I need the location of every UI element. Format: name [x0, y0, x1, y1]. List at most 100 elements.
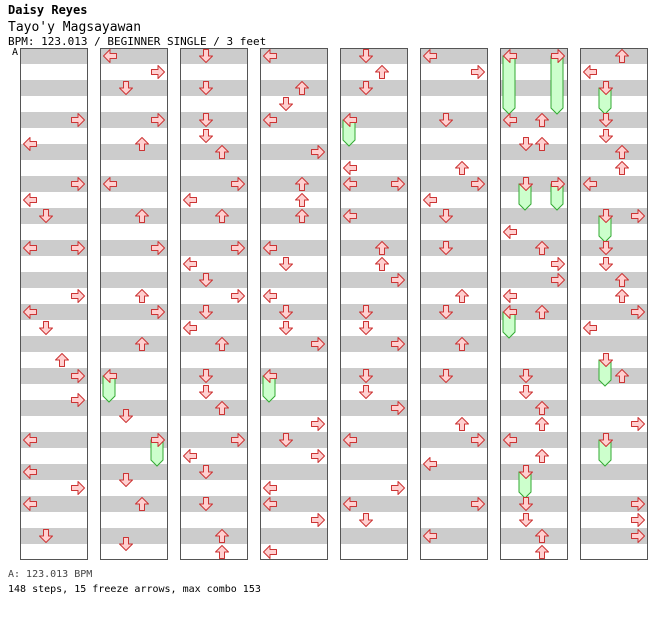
right-arrow-icon: [71, 393, 85, 407]
right-arrow-icon: [311, 337, 325, 351]
measure: [180, 432, 248, 496]
up-arrow-icon: [455, 337, 469, 351]
left-arrow-icon: [503, 225, 517, 239]
down-arrow-icon: [359, 49, 373, 63]
measure: [260, 176, 328, 240]
left-arrow-icon: [263, 289, 277, 303]
right-arrow-icon: [391, 481, 405, 495]
down-arrow-icon: [519, 369, 533, 383]
right-arrow-icon: [311, 513, 325, 527]
left-arrow-icon: [103, 177, 117, 191]
right-arrow-icon: [231, 433, 245, 447]
up-arrow-icon: [295, 81, 309, 95]
down-arrow-icon: [519, 497, 533, 511]
chart-column-border: [260, 48, 328, 560]
down-arrow-icon: [599, 257, 613, 271]
left-arrow-icon: [423, 529, 437, 543]
down-arrow-icon: [39, 321, 53, 335]
down-arrow-icon: [519, 465, 533, 479]
up-arrow-icon: [135, 137, 149, 151]
up-arrow-icon: [615, 289, 629, 303]
up-arrow-icon: [535, 113, 549, 127]
left-arrow-icon: [343, 433, 357, 447]
right-arrow-icon: [551, 257, 565, 271]
left-arrow-icon: [103, 369, 117, 383]
right-arrow-icon: [551, 49, 565, 63]
measure: [420, 112, 488, 176]
down-arrow-icon: [519, 513, 533, 527]
up-arrow-icon: [455, 161, 469, 175]
down-arrow-icon: [599, 129, 613, 143]
left-arrow-icon: [423, 193, 437, 207]
down-arrow-icon: [439, 305, 453, 319]
down-arrow-icon: [439, 113, 453, 127]
right-arrow-icon: [71, 241, 85, 255]
measure: [500, 240, 568, 304]
chart-column-border: [100, 48, 168, 560]
down-arrow-icon: [439, 241, 453, 255]
right-arrow-icon: [151, 305, 165, 319]
down-arrow-icon: [279, 97, 293, 111]
down-arrow-icon: [119, 81, 133, 95]
down-arrow-icon: [599, 209, 613, 223]
right-arrow-icon: [631, 305, 645, 319]
down-arrow-icon: [279, 433, 293, 447]
measure: [420, 176, 488, 240]
down-arrow-icon: [279, 257, 293, 271]
left-arrow-icon: [183, 321, 197, 335]
left-arrow-icon: [423, 49, 437, 63]
up-arrow-icon: [295, 209, 309, 223]
up-arrow-icon: [535, 305, 549, 319]
chart-column-border: [340, 48, 408, 560]
down-arrow-icon: [359, 369, 373, 383]
measure: [100, 48, 168, 112]
up-arrow-icon: [135, 497, 149, 511]
left-arrow-icon: [343, 209, 357, 223]
measure: [20, 48, 88, 112]
down-arrow-icon: [199, 81, 213, 95]
up-arrow-icon: [535, 449, 549, 463]
down-arrow-icon: [519, 177, 533, 191]
measure: [500, 304, 568, 368]
measure: [500, 496, 568, 560]
left-arrow-icon: [23, 241, 37, 255]
measure: [180, 304, 248, 368]
right-arrow-icon: [311, 417, 325, 431]
right-arrow-icon: [231, 289, 245, 303]
right-arrow-icon: [231, 177, 245, 191]
left-arrow-icon: [583, 65, 597, 79]
measure: [100, 240, 168, 304]
chart-column-border: [500, 48, 568, 560]
up-arrow-icon: [295, 177, 309, 191]
measure: [340, 368, 408, 432]
right-arrow-icon: [631, 417, 645, 431]
up-arrow-icon: [215, 209, 229, 223]
step-chart: [20, 48, 648, 560]
left-arrow-icon: [263, 241, 277, 255]
down-arrow-icon: [199, 113, 213, 127]
right-arrow-icon: [631, 497, 645, 511]
down-arrow-icon: [199, 129, 213, 143]
up-arrow-icon: [375, 257, 389, 271]
up-arrow-icon: [455, 417, 469, 431]
chart-column-border: [180, 48, 248, 560]
measure: [420, 240, 488, 304]
measure: [580, 240, 648, 304]
left-arrow-icon: [183, 449, 197, 463]
up-arrow-icon: [535, 417, 549, 431]
up-arrow-icon: [615, 369, 629, 383]
up-arrow-icon: [535, 529, 549, 543]
chart-stats: 148 steps, 15 freeze arrows, max combo 1…: [8, 584, 261, 595]
measure: [180, 496, 248, 560]
up-arrow-icon: [55, 353, 69, 367]
down-arrow-icon: [199, 465, 213, 479]
measure: [420, 368, 488, 432]
right-arrow-icon: [551, 177, 565, 191]
down-arrow-icon: [199, 369, 213, 383]
up-arrow-icon: [215, 545, 229, 559]
measure: [260, 304, 328, 368]
up-arrow-icon: [215, 145, 229, 159]
up-arrow-icon: [535, 241, 549, 255]
up-arrow-icon: [135, 337, 149, 351]
measure: [100, 304, 168, 368]
